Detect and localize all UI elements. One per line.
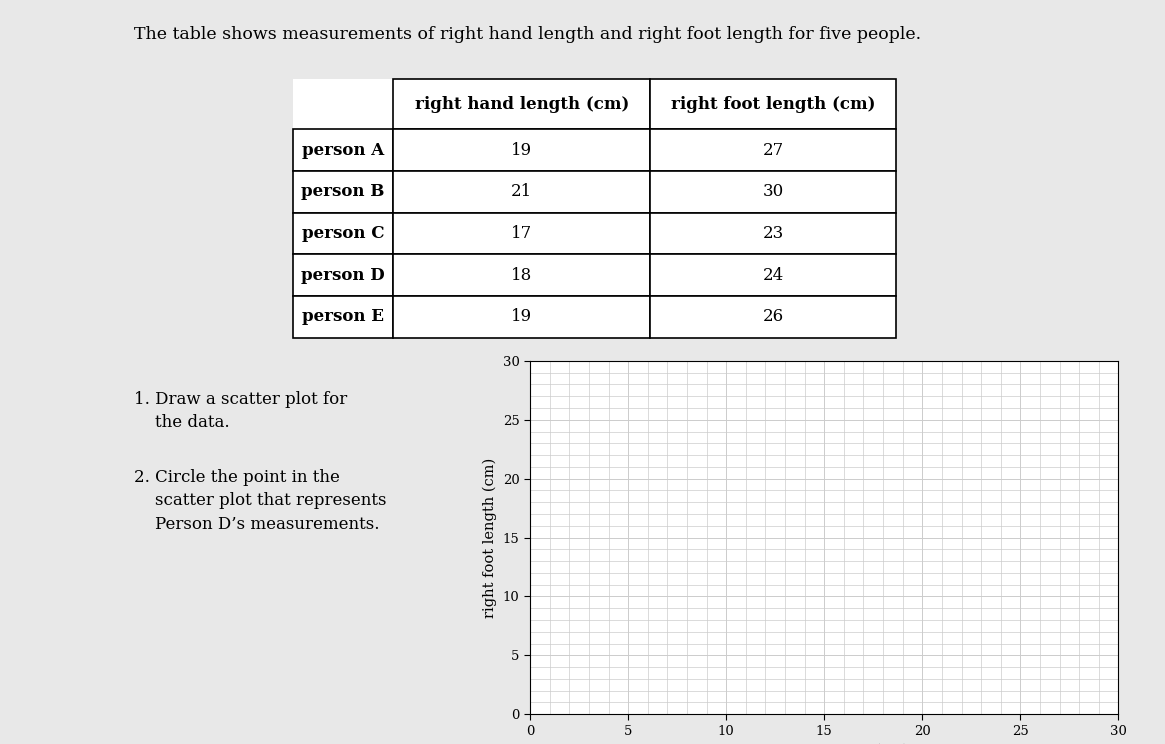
Text: 2. Circle the point in the
    scatter plot that represents
    Person D’s measu: 2. Circle the point in the scatter plot …	[134, 469, 387, 533]
Y-axis label: right foot length (cm): right foot length (cm)	[482, 458, 497, 618]
Text: The table shows measurements of right hand length and right foot length for five: The table shows measurements of right ha…	[134, 26, 922, 43]
X-axis label: right hand height (cm): right hand height (cm)	[740, 743, 909, 744]
Text: 1. Draw a scatter plot for
    the data.: 1. Draw a scatter plot for the data.	[134, 391, 347, 431]
